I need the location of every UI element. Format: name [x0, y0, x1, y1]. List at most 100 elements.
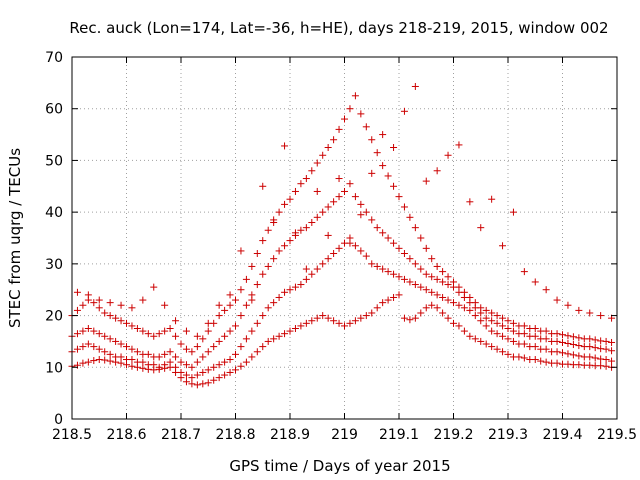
data-point: [602, 337, 610, 345]
data-point: [210, 343, 218, 351]
data-point: [259, 343, 267, 351]
data-point: [101, 348, 109, 356]
data-point: [373, 149, 381, 157]
data-point: [270, 299, 278, 307]
data-point: [161, 301, 169, 309]
data-point: [139, 364, 147, 372]
data-point: [106, 350, 114, 358]
data-point: [302, 175, 310, 183]
data-point: [591, 354, 599, 362]
data-point: [417, 234, 425, 242]
data-point: [520, 322, 528, 330]
data-point: [90, 299, 98, 307]
data-point: [384, 234, 392, 242]
data-point: [259, 270, 267, 278]
data-point: [542, 345, 550, 353]
data-point: [188, 380, 196, 388]
data-point: [133, 325, 141, 332]
data-point: [477, 304, 485, 312]
data-point: [411, 314, 419, 322]
data-point: [504, 350, 512, 358]
data-point: [368, 216, 376, 224]
data-point: [351, 193, 359, 201]
data-point: [324, 203, 332, 211]
data-point: [428, 255, 436, 263]
data-point: [297, 180, 305, 188]
data-point: [319, 208, 327, 216]
data-point: [362, 123, 370, 131]
data-point: [493, 319, 501, 327]
data-point: [357, 211, 365, 219]
data-point: [444, 281, 452, 289]
data-point: [133, 348, 141, 356]
data-point: [313, 265, 321, 273]
data-point: [128, 304, 136, 312]
data-point: [84, 358, 92, 366]
data-point: [161, 350, 169, 358]
data-point: [177, 368, 185, 376]
data-point: [139, 358, 147, 366]
data-point: [357, 314, 365, 322]
x-axis-label: GPS time / Days of year 2015: [229, 457, 450, 475]
data-point: [400, 275, 408, 283]
data-point: [471, 335, 479, 343]
data-point: [275, 293, 283, 301]
data-point: [302, 319, 310, 327]
data-point: [232, 322, 239, 330]
data-point: [559, 331, 566, 339]
data-point: [324, 314, 332, 322]
data-point: [313, 314, 321, 322]
data-point: [242, 275, 250, 283]
data-point: [368, 136, 376, 144]
data-point: [177, 340, 185, 348]
data-point: [128, 345, 136, 353]
data-point: [242, 358, 250, 366]
data-point: [117, 340, 125, 348]
data-point: [242, 335, 250, 343]
data-point: [281, 142, 289, 150]
data-point: [313, 159, 321, 167]
data-point: [270, 255, 278, 263]
data-point: [221, 371, 229, 379]
data-point: [586, 343, 594, 351]
data-point: [101, 356, 109, 364]
data-point: [270, 218, 278, 226]
data-point: [155, 353, 163, 361]
data-point: [466, 332, 474, 340]
data-point: [553, 330, 561, 338]
data-point: [373, 262, 381, 270]
y-tick-label: 50: [45, 153, 63, 169]
data-point: [439, 293, 447, 301]
data-point: [330, 250, 338, 258]
data-point: [73, 288, 81, 296]
data-point: [488, 317, 496, 325]
data-point: [188, 374, 196, 382]
data-point: [482, 306, 490, 314]
data-point: [297, 322, 305, 330]
y-tick-label: 20: [45, 309, 63, 325]
data-point: [499, 332, 507, 340]
data-point: [553, 337, 561, 345]
data-point: [193, 371, 201, 379]
data-point: [406, 278, 414, 286]
data-point: [482, 314, 490, 322]
data-point: [531, 343, 539, 351]
x-tick-label: 218.5: [52, 427, 92, 443]
data-point: [155, 330, 163, 338]
data-point: [400, 203, 408, 211]
data-point: [417, 309, 425, 317]
data-point: [455, 141, 463, 149]
data-point: [281, 288, 289, 296]
data-point: [433, 275, 441, 283]
data-point: [319, 151, 327, 159]
data-point: [395, 193, 403, 201]
data-point: [286, 237, 294, 245]
data-point: [123, 343, 130, 351]
data-point: [520, 330, 528, 338]
data-point: [411, 260, 419, 268]
data-point: [210, 376, 218, 384]
data-point: [193, 343, 201, 351]
data-point: [564, 339, 572, 347]
data-point: [439, 268, 447, 276]
data-point: [493, 330, 501, 338]
